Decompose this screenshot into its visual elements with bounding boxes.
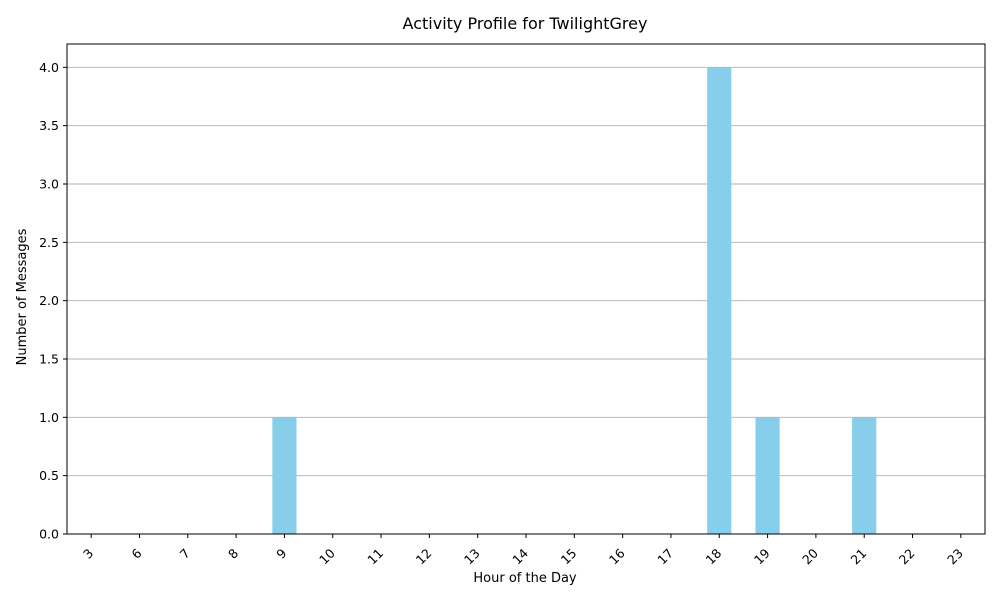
plot-frame bbox=[66, 43, 986, 535]
x-tick-label: 9 bbox=[273, 545, 289, 561]
x-tick-label: 12 bbox=[413, 546, 435, 568]
bar-hour-21 bbox=[852, 417, 877, 534]
y-axis-ticks: 0.0 0.5 1.0 1.5 2.0 2.5 3.0 3.5 4.0 bbox=[39, 60, 67, 542]
x-tick-label: 6 bbox=[128, 545, 144, 561]
bar-hour-9 bbox=[272, 417, 297, 534]
x-tick-label: 18 bbox=[703, 545, 725, 567]
y-tick-label: 3.0 bbox=[39, 177, 59, 192]
y-tick-label: 0.5 bbox=[39, 468, 59, 483]
y-tick-label: 2.0 bbox=[39, 293, 59, 308]
bars bbox=[272, 67, 877, 534]
bar-hour-18 bbox=[707, 67, 732, 534]
y-tick-label: 1.5 bbox=[39, 352, 59, 367]
bar-hour-19 bbox=[755, 417, 780, 534]
x-tick-label: 11 bbox=[364, 546, 386, 568]
y-tick-label: 1.0 bbox=[39, 410, 59, 425]
x-tick-label: 19 bbox=[751, 545, 773, 567]
x-tick-label: 20 bbox=[799, 545, 821, 567]
x-tick-label: 16 bbox=[606, 545, 628, 567]
x-axis-label: Hour of the Day bbox=[473, 571, 577, 586]
x-tick-label: 7 bbox=[177, 546, 193, 562]
x-tick-label: 17 bbox=[654, 546, 676, 568]
x-tick-label: 14 bbox=[509, 545, 531, 567]
y-axis-label: Number of Messages bbox=[15, 228, 30, 365]
x-tick-label: 13 bbox=[461, 546, 483, 568]
x-tick-label: 3 bbox=[80, 546, 96, 562]
y-tick-label: 0.0 bbox=[39, 527, 59, 542]
chart-title: Activity Profile for TwilightGrey bbox=[403, 14, 648, 33]
x-tick-label: 15 bbox=[558, 546, 580, 568]
x-tick-label: 8 bbox=[225, 545, 241, 561]
y-tick-label: 2.5 bbox=[39, 235, 59, 250]
x-tick-label: 21 bbox=[847, 546, 869, 568]
y-tick-label: 4.0 bbox=[39, 60, 59, 75]
x-tick-label: 10 bbox=[316, 545, 338, 567]
x-tick-label: 23 bbox=[944, 546, 966, 568]
y-tick-label: 3.5 bbox=[39, 118, 59, 133]
grid-lines bbox=[67, 66, 985, 535]
x-axis-ticks: 3 6 7 8 9 10 11 12 13 14 15 16 17 18 19 20 21 22 23 bbox=[80, 534, 966, 567]
x-tick-label: 22 bbox=[896, 546, 918, 568]
